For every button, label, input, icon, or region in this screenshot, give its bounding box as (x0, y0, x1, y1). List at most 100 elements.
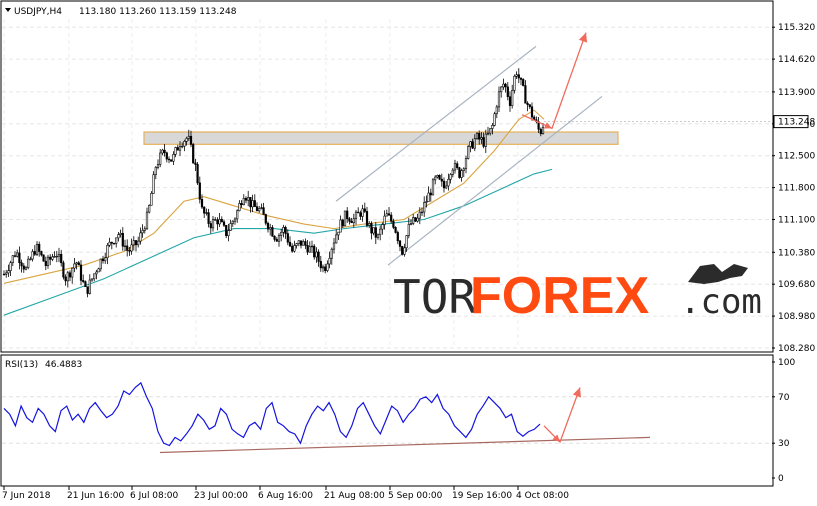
candle-body (251, 200, 254, 208)
candle-body (524, 85, 527, 104)
candle-body (403, 247, 406, 255)
candle-body (502, 83, 505, 88)
candle-body (458, 167, 461, 178)
candle-body (40, 251, 43, 256)
candle-body (541, 126, 545, 134)
candle-body (471, 141, 474, 149)
candle-body (79, 264, 83, 281)
candle-body (176, 147, 179, 151)
candle-body (372, 227, 375, 234)
candle-body (38, 243, 41, 252)
candle-body (141, 230, 144, 234)
candle-body (511, 90, 514, 106)
candle-body (9, 262, 12, 271)
candle-body (211, 219, 215, 229)
candle-body (517, 74, 520, 79)
candle-body (324, 266, 327, 271)
candle-body (240, 203, 243, 205)
candle-body (326, 263, 329, 271)
candle-body (93, 273, 96, 280)
candle-body (519, 77, 523, 80)
candle-body (203, 206, 206, 214)
time-tick-label: 19 Sep 16:00 (452, 491, 512, 501)
candle-body (506, 86, 509, 98)
candle-body (420, 211, 424, 214)
candle-body (456, 163, 459, 169)
candle-body (418, 211, 421, 219)
candle-body (139, 232, 142, 242)
candle-body (381, 224, 384, 230)
candle-body (194, 162, 197, 165)
candle-body (354, 211, 358, 219)
candle-body (370, 223, 373, 234)
candle-body (55, 255, 58, 258)
rsi-axis: 100 70 30 0 (772, 358, 795, 484)
candle-body (337, 231, 340, 236)
candle-body (478, 132, 481, 140)
candle-body (31, 251, 34, 260)
candle-body (216, 219, 219, 225)
candle-body (368, 223, 371, 226)
price-tick-label: 111.800 (778, 184, 815, 194)
rsi-trendline (159, 436, 651, 454)
candle-body (110, 241, 113, 244)
candle-body (11, 255, 14, 263)
candle-body (405, 235, 408, 249)
candle-body (222, 221, 226, 226)
candle-body (20, 262, 23, 267)
candle-body (451, 169, 454, 175)
candle-body (205, 212, 208, 214)
candle-body (436, 175, 439, 178)
candle-body (379, 228, 382, 236)
moving-averages (3, 109, 553, 316)
candle-body (262, 207, 265, 215)
candle-body (266, 222, 270, 230)
candle-body (306, 245, 309, 253)
candle-body (530, 106, 534, 118)
candle-body (491, 125, 494, 129)
candle-body (469, 141, 472, 147)
candle-body (5, 272, 8, 275)
candle-body (383, 215, 386, 225)
candle-body (348, 218, 351, 222)
candle-body (286, 233, 289, 243)
candle-body (304, 241, 307, 246)
chevron-down-icon[interactable] (5, 8, 11, 12)
candle-body (497, 91, 501, 108)
candle-body (440, 178, 443, 182)
rsi-value: 46.4883 (45, 360, 82, 370)
candle-body (297, 240, 300, 244)
candle-body (242, 198, 245, 205)
time-tick-label: 23 Jul 00:00 (194, 491, 248, 501)
torforex-logo: TOR FOREX .com (393, 264, 762, 325)
candle-body (145, 211, 149, 230)
candle-body (95, 271, 98, 275)
candle-body (24, 267, 28, 270)
candle-body (317, 251, 320, 262)
price-tick-label: 111.100 (778, 215, 815, 225)
candle-body (427, 192, 430, 202)
rsi-grid (2, 396, 772, 444)
candle-body (225, 225, 228, 237)
candle-body (66, 272, 69, 282)
candle-body (409, 223, 413, 225)
candle-body (449, 174, 452, 180)
candle-body (189, 135, 193, 145)
candle-body (291, 245, 294, 252)
rsi-tick-label: 100 (778, 358, 795, 368)
candle-body (207, 212, 210, 224)
candle-body (425, 201, 428, 203)
candle-body (271, 227, 274, 237)
candle-body (528, 104, 531, 108)
forecast-arrow (521, 32, 588, 130)
candle-body (495, 106, 498, 115)
candle-body (376, 234, 380, 238)
candle-body (394, 227, 397, 233)
candle-body (150, 193, 153, 206)
candle-body (357, 211, 360, 214)
candle-body (363, 208, 366, 212)
price-candles (2, 68, 772, 298)
candle-body (123, 245, 127, 248)
candle-body (275, 239, 278, 242)
candle-body (249, 197, 252, 208)
